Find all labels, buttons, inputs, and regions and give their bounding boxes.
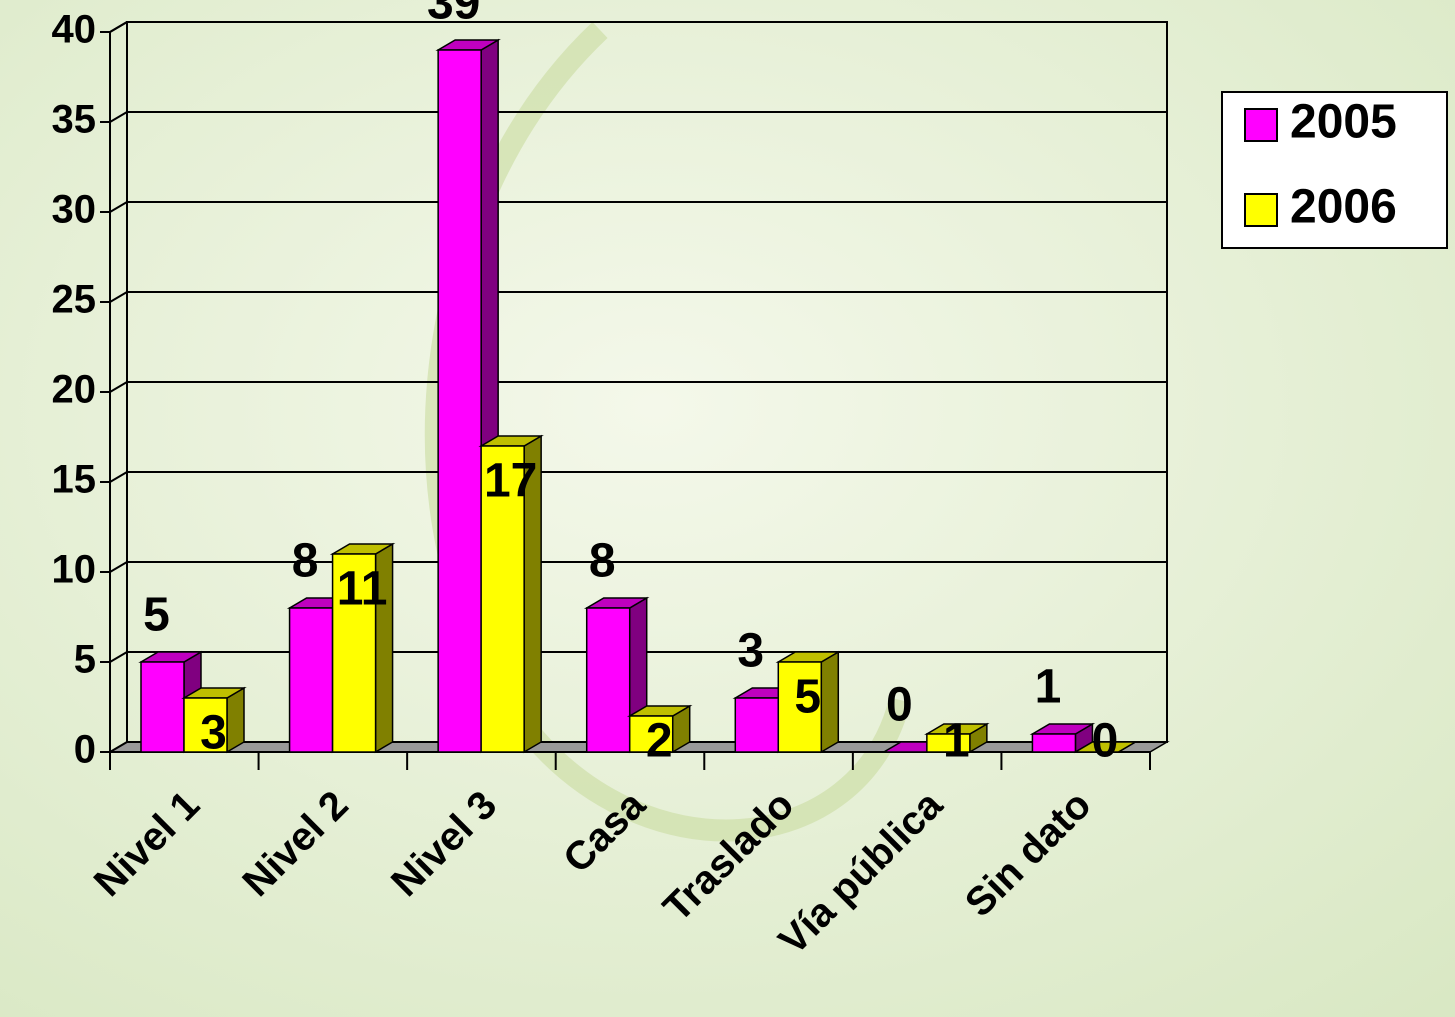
y-tick-label: 15 — [52, 458, 97, 502]
bar-front — [438, 50, 481, 752]
data-label: 5 — [794, 671, 821, 724]
y-tick-label: 40 — [52, 8, 97, 52]
data-label: 0 — [886, 679, 913, 732]
data-label: 11 — [337, 563, 388, 616]
data-label: 3 — [200, 707, 227, 760]
y-tick-label: 30 — [52, 188, 97, 232]
data-label: 8 — [292, 535, 319, 588]
legend-label: 2006 — [1290, 181, 1397, 234]
chart: 051015202530354053Nivel 1811Nivel 23917N… — [0, 0, 1455, 1017]
y-tick-label: 0 — [74, 728, 96, 772]
data-label: 5 — [143, 589, 170, 642]
y-tick-label: 25 — [52, 278, 97, 322]
y-tick-label: 20 — [52, 368, 97, 412]
bar-side — [821, 652, 838, 752]
legend-swatch — [1245, 194, 1277, 226]
legend-label: 2005 — [1290, 96, 1397, 149]
data-label: 1 — [943, 715, 970, 768]
data-label: 1 — [1035, 661, 1062, 714]
data-label: 17 — [484, 455, 537, 508]
y-tick-label: 5 — [74, 638, 96, 682]
bar-front — [141, 662, 184, 752]
data-label: 3 — [737, 625, 764, 678]
data-label: 2 — [646, 715, 673, 768]
bar-front — [735, 698, 778, 752]
legend-swatch — [1245, 109, 1277, 141]
data-label: 39 — [427, 0, 480, 30]
y-tick-label: 35 — [52, 98, 97, 142]
data-label: 8 — [589, 535, 616, 588]
bar-front — [290, 608, 333, 752]
bar-side — [227, 688, 244, 752]
bar-front — [587, 608, 630, 752]
y-tick-label: 10 — [52, 548, 97, 592]
legend: 2005 2006 — [1222, 92, 1447, 248]
data-label: 0 — [1092, 715, 1119, 768]
bar-front — [1032, 734, 1075, 752]
